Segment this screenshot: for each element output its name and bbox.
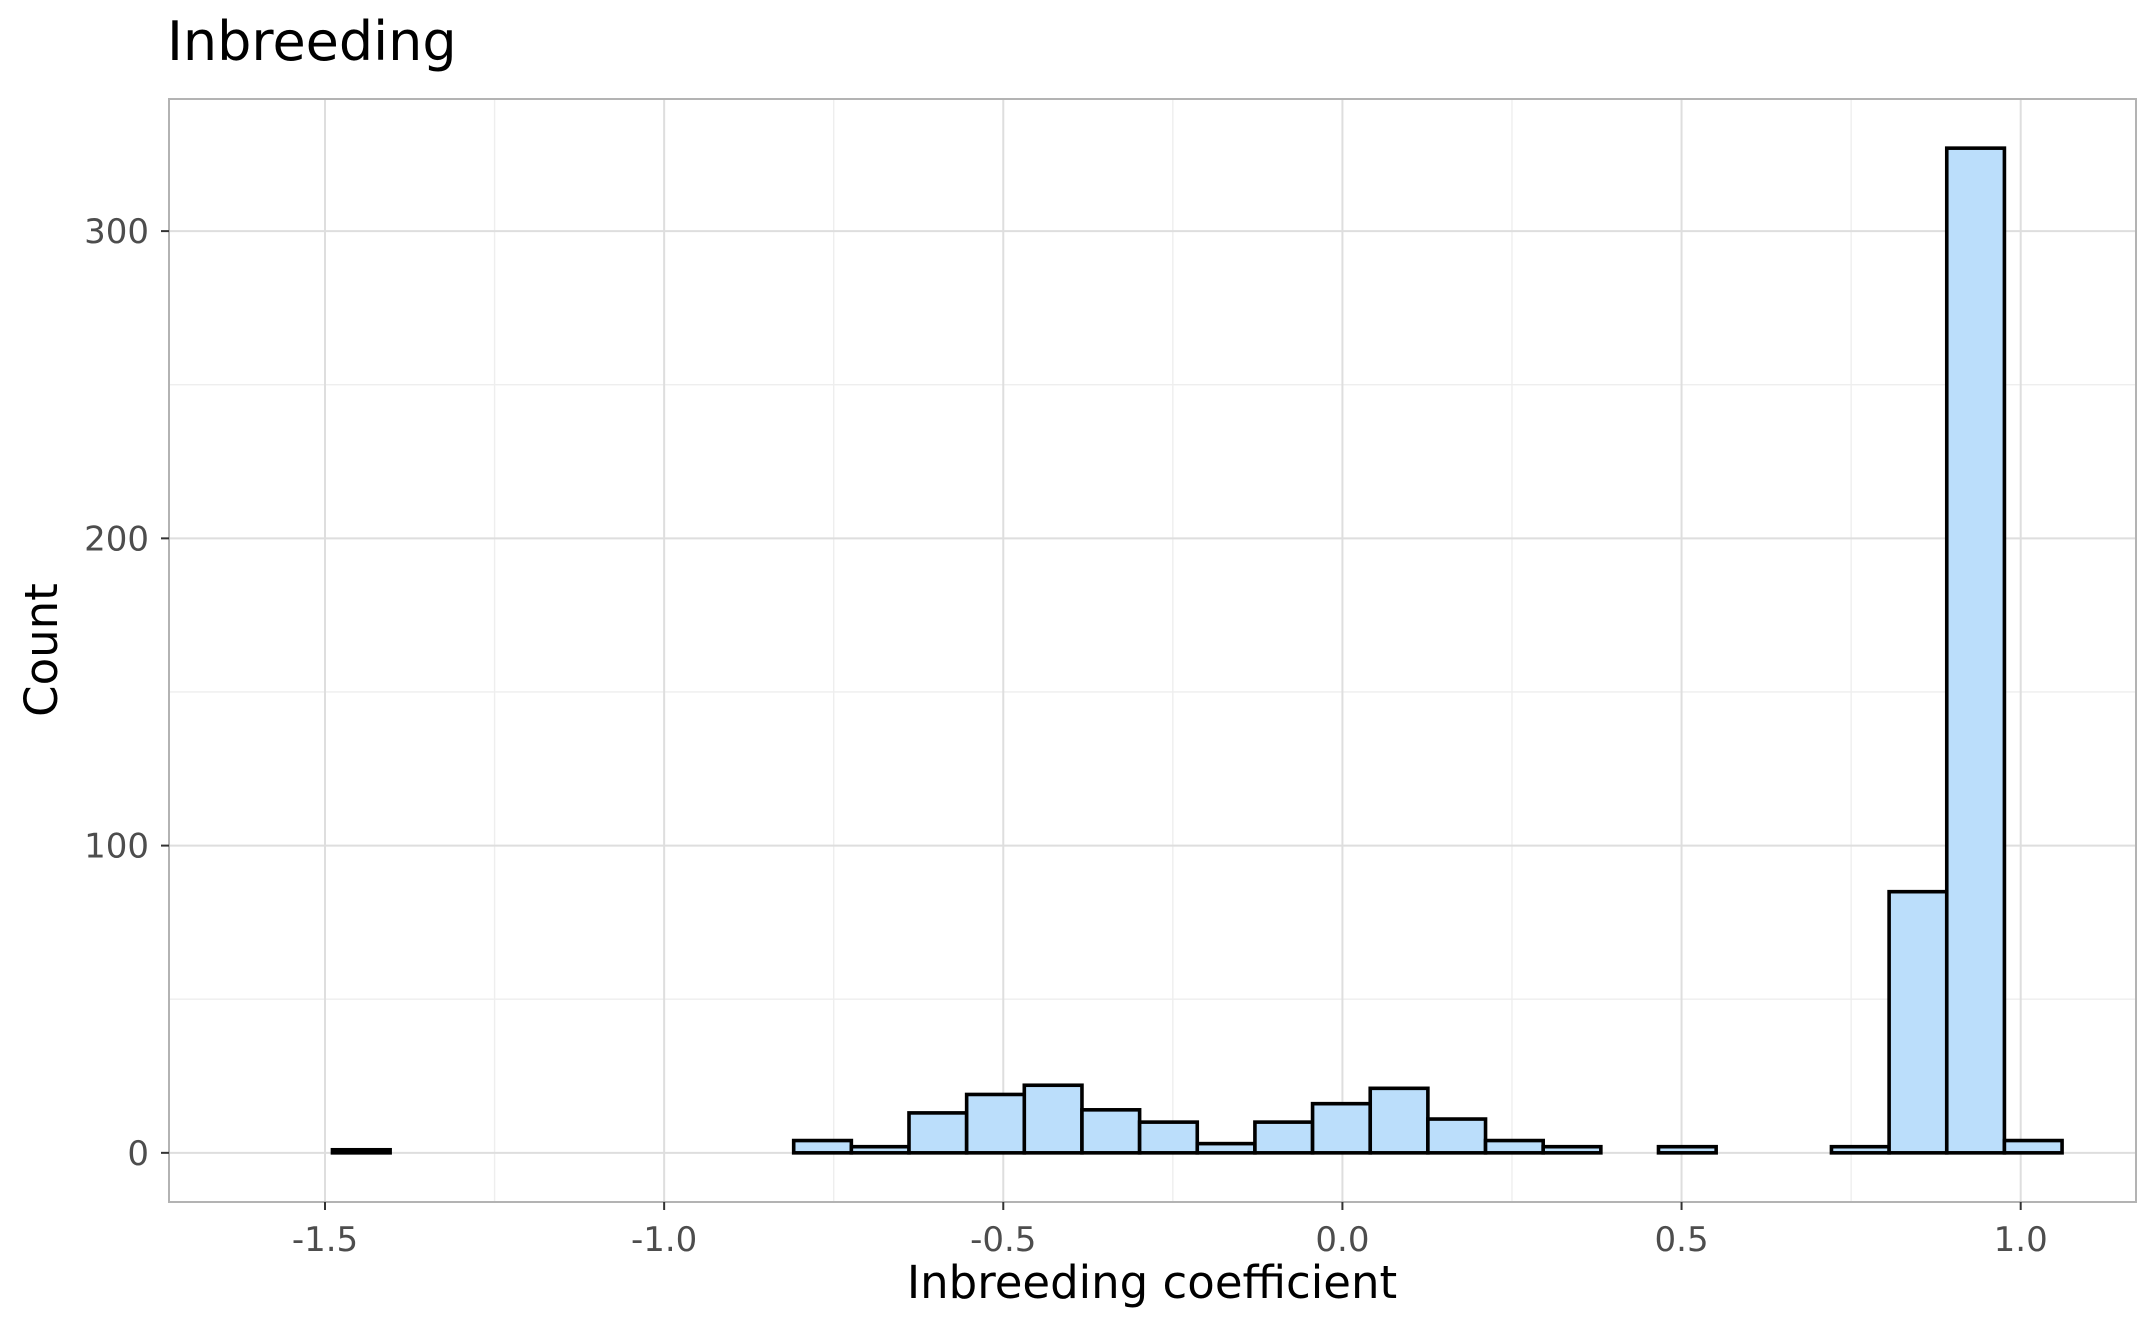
x-tick-label: 1.0 [1994, 1220, 2048, 1260]
x-tick-label: -0.5 [970, 1220, 1036, 1260]
grid-minor-lines [169, 99, 2136, 1202]
grid-major-lines [169, 99, 2136, 1202]
y-tick-label: 300 [84, 212, 149, 252]
histogram-bar [1022, 1083, 1084, 1155]
histogram-bar [1253, 1120, 1315, 1155]
histogram-bar [1656, 1144, 1718, 1155]
histogram-bar [1195, 1141, 1257, 1155]
x-tick-label: 0.5 [1655, 1220, 1709, 1260]
histogram-bar [1368, 1086, 1430, 1155]
chart-title: Inbreeding [167, 10, 457, 73]
y-axis-ticks: 0 100 200 300 [84, 212, 169, 1174]
histogram-bar [907, 1111, 969, 1155]
y-tick-label: 200 [84, 519, 149, 559]
histogram-bar [2002, 1138, 2064, 1155]
y-tick-label: 100 [84, 827, 149, 867]
histogram-bar [849, 1144, 911, 1155]
x-tick-label: -1.0 [631, 1220, 697, 1260]
histogram-bars [330, 146, 2064, 1155]
panel-border [168, 98, 2137, 1203]
x-tick-label: 0.0 [1315, 1220, 1369, 1260]
histogram-bar [1310, 1101, 1373, 1155]
x-tick-label: -1.5 [292, 1220, 358, 1260]
histogram-bar [330, 1147, 392, 1155]
histogram-bar [1080, 1108, 1142, 1155]
histogram-bar [1829, 1144, 1891, 1155]
histogram-bar [1426, 1117, 1488, 1155]
histogram-bar [964, 1092, 1027, 1155]
x-axis-label: Inbreeding coefficient [907, 1256, 1397, 1309]
x-axis-ticks: -1.5 -1.0 -0.5 0.0 0.5 1.0 [292, 1202, 2048, 1260]
y-axis-label: Count [15, 583, 68, 717]
histogram-bar [1541, 1144, 1603, 1155]
histogram-bar [791, 1138, 854, 1155]
histogram-bar [1944, 146, 2007, 1155]
histogram-bar [1137, 1120, 1200, 1155]
histogram-bar [1887, 889, 1949, 1155]
histogram-bar [1483, 1138, 1545, 1155]
y-tick-label: 0 [127, 1134, 149, 1174]
